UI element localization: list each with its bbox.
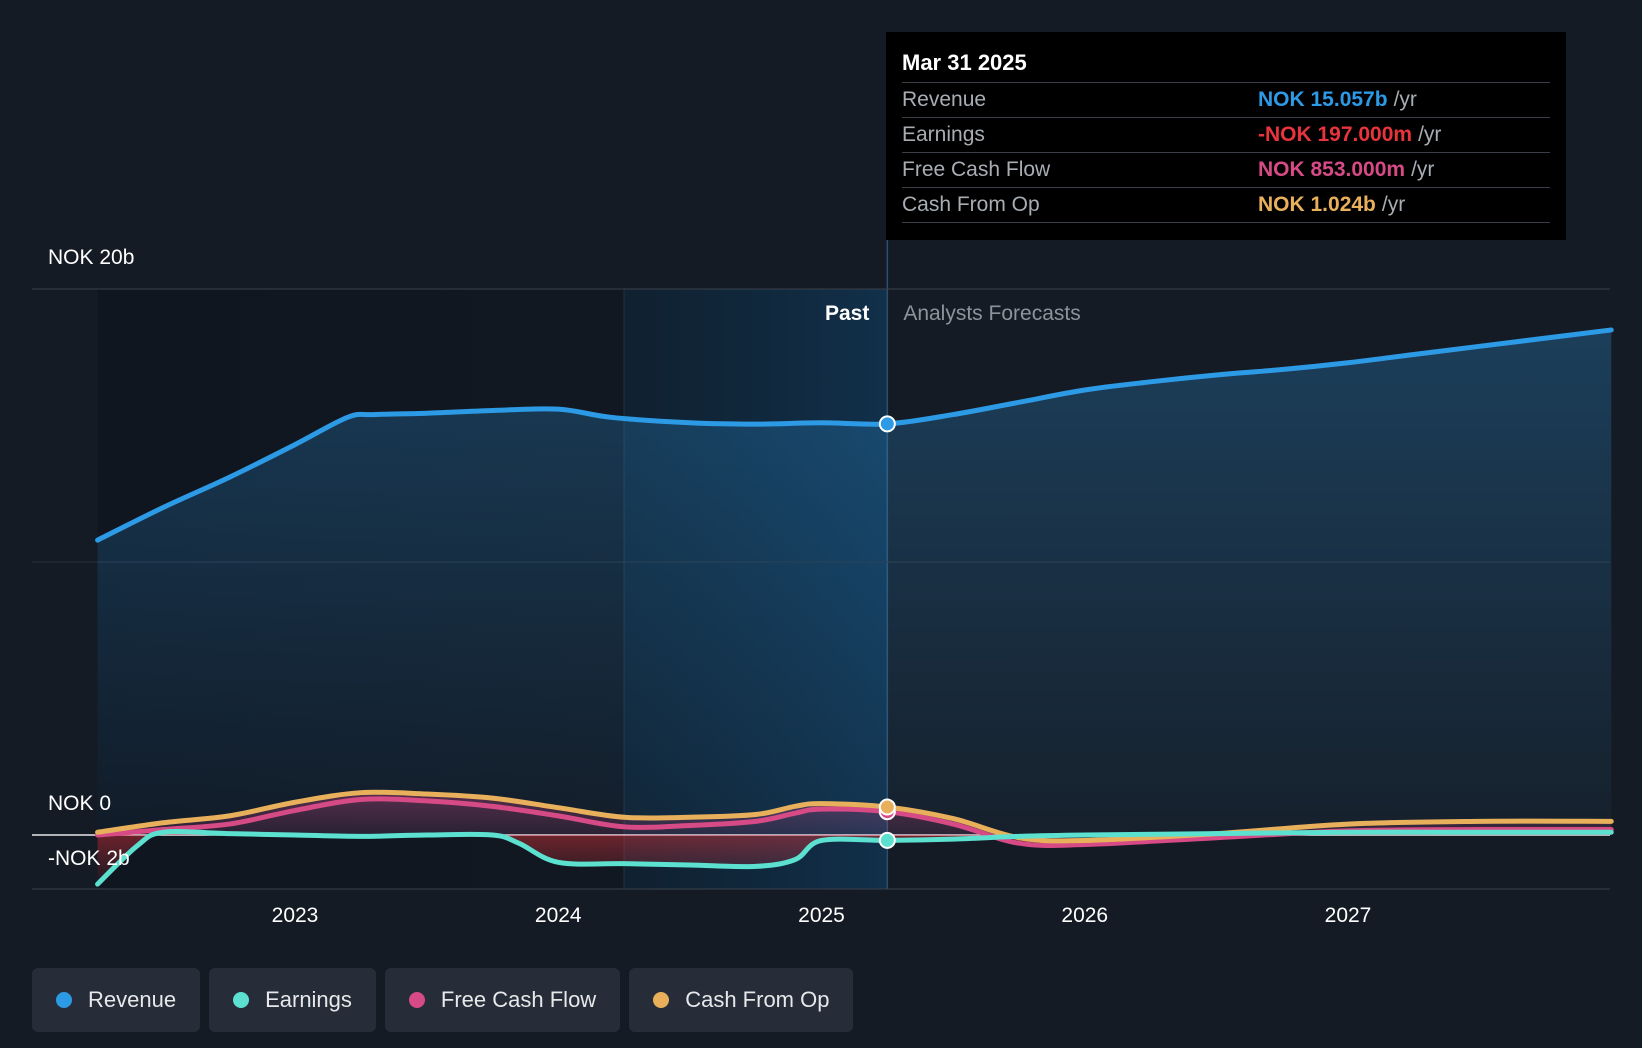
tooltip-value: NOK 15.057b: [1258, 88, 1388, 111]
tooltip-label: Free Cash Flow: [902, 158, 1051, 181]
legend-label: Earnings: [265, 987, 352, 1012]
y-tick-label: NOK 0: [48, 792, 111, 815]
earnings-point[interactable]: [878, 831, 896, 849]
tooltip-value: NOK 1.024b: [1258, 193, 1376, 216]
x-tick-label: 2023: [272, 904, 319, 927]
legend-item-revenue[interactable]: Revenue: [32, 968, 201, 1032]
tooltip-row-earnings: Earnings -NOK 197.000m /yr: [902, 118, 1550, 153]
legend-item-earnings[interactable]: Earnings: [209, 968, 376, 1032]
legend-label: Cash From Op: [685, 987, 830, 1012]
tooltip: Mar 31 2025 Revenue NOK 15.057b /yr Earn…: [886, 32, 1566, 240]
tooltip-row-revenue: Revenue NOK 15.057b /yr: [902, 83, 1550, 118]
tooltip-date: Mar 31 2025: [902, 46, 1550, 83]
x-tick-label: 2025: [798, 904, 845, 927]
legend: Revenue Earnings Free Cash Flow Cash Fro…: [32, 968, 854, 1032]
free-cash-flow-line: [95, 796, 1614, 848]
tooltip-unit: /yr: [1411, 158, 1435, 181]
tooltip-value: NOK 853.000m: [1258, 158, 1406, 181]
earnings-line: [95, 829, 1614, 887]
legend-item-cash-from-op[interactable]: Cash From Op: [629, 968, 854, 1032]
revenue-point[interactable]: [878, 415, 896, 433]
tooltip-row-cash-from-op: Cash From Op NOK 1.024b /yr: [902, 188, 1550, 223]
y-tick-label: NOK 20b: [48, 246, 134, 269]
cash-from-op-dot-icon: [653, 992, 670, 1008]
legend-item-free-cash-flow[interactable]: Free Cash Flow: [384, 968, 621, 1032]
earnings-dot-icon: [233, 992, 250, 1008]
revenue-area: [97, 329, 1612, 835]
free-cash-flow-dot-icon: [408, 992, 425, 1008]
tooltip-label: Revenue: [902, 88, 987, 111]
legend-label: Free Cash Flow: [440, 987, 597, 1012]
past-label: Past: [825, 302, 869, 325]
tooltip-label: Earnings: [902, 123, 985, 146]
tooltip-label: Cash From Op: [902, 193, 1040, 216]
tooltip-row-free-cash-flow: Free Cash Flow NOK 853.000m /yr: [902, 153, 1550, 188]
forecast-label: Analysts Forecasts: [903, 302, 1080, 325]
tooltip-unit: /yr: [1418, 123, 1442, 146]
revenue-line: [95, 327, 1614, 543]
revenue-dot-icon: [56, 992, 72, 1008]
x-tick-label: 2024: [535, 904, 582, 927]
cash-from-op-point[interactable]: [878, 798, 896, 816]
legend-label: Revenue: [88, 987, 177, 1012]
tooltip-unit: /yr: [1393, 88, 1417, 111]
tooltip-unit: /yr: [1381, 193, 1406, 216]
tooltip-value: -NOK 197.000m: [1258, 123, 1413, 146]
y-tick-label: -NOK 2b: [48, 847, 130, 870]
x-tick-label: 2026: [1061, 904, 1108, 927]
x-tick-label: 2027: [1325, 904, 1372, 927]
